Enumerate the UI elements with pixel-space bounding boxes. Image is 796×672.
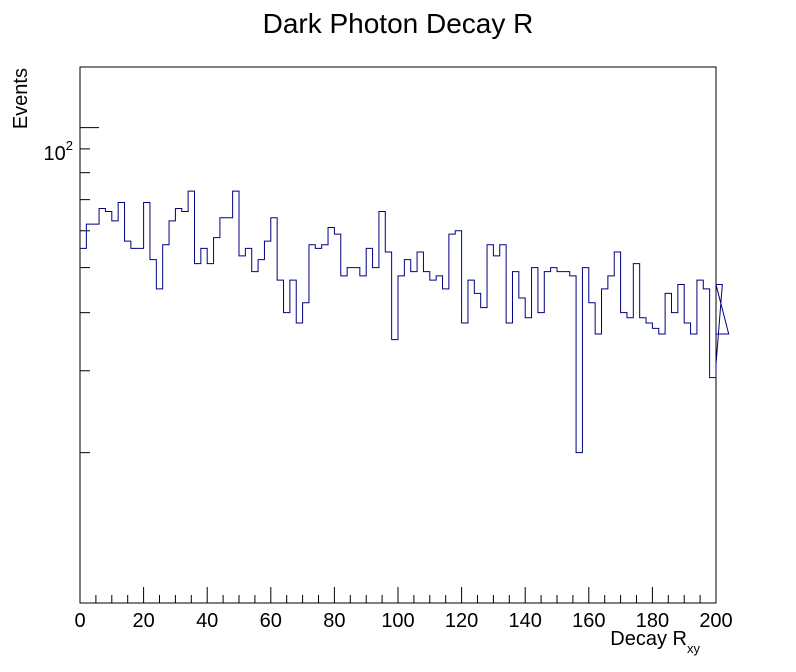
chart-title: Dark Photon Decay R <box>263 8 534 39</box>
y-tick-label-100: 102 <box>44 138 73 165</box>
y-axis <box>80 127 99 454</box>
x-tick-label: 180 <box>636 610 669 632</box>
x-tick-label: 160 <box>572 610 605 632</box>
histogram-series-line <box>80 190 730 454</box>
x-tick-label: 20 <box>132 610 154 632</box>
x-tick-label: 60 <box>260 610 282 632</box>
x-tick-label: 120 <box>445 610 478 632</box>
x-axis-label: Decay Rxy <box>610 628 700 656</box>
x-tick-label: 140 <box>509 610 542 632</box>
x-tick-label: 80 <box>323 610 345 632</box>
x-tick-label: 40 <box>196 610 218 632</box>
x-axis: 0 20 40 60 80 100 120 140 160 180 200 <box>74 587 733 632</box>
x-tick-label: 100 <box>381 610 414 632</box>
x-tick-label: 0 <box>74 610 85 632</box>
x-axis-label-subscript: xy <box>687 641 701 656</box>
x-tick-label: 200 <box>699 610 732 632</box>
y-axis-label: Events <box>10 68 32 129</box>
